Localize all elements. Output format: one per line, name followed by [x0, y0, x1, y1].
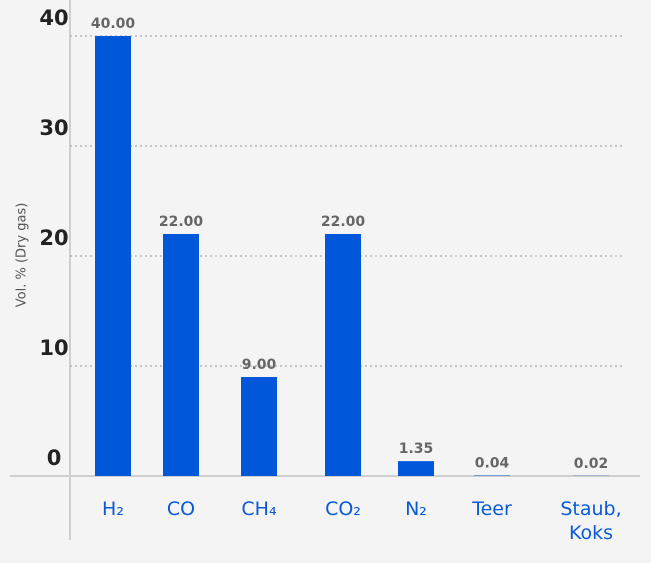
x-tick-label: H₂	[102, 498, 124, 520]
x-tick-label: CH₄	[241, 498, 277, 520]
bar	[163, 234, 199, 476]
y-axis-label: Vol. % (Dry gas)	[15, 203, 30, 308]
value-label: 9.00	[242, 357, 277, 373]
value-label: 0.02	[574, 456, 609, 472]
x-tick-label: Staub, Koks	[560, 498, 622, 544]
bar	[95, 36, 131, 476]
bar	[398, 461, 434, 476]
value-label: 1.35	[399, 441, 434, 457]
value-label: 22.00	[159, 214, 204, 230]
y-tick-label: 0	[47, 446, 62, 470]
x-tick-label: CO	[166, 498, 196, 520]
x-tick-label: Teer	[472, 498, 512, 520]
x-tick-label: N₂	[405, 498, 427, 520]
value-label: 40.00	[91, 16, 136, 32]
y-tick-label: 20	[39, 226, 68, 250]
y-tick-label: 30	[39, 116, 68, 140]
bar	[241, 377, 277, 476]
x-tick-label: CO₂	[325, 498, 361, 520]
value-label: 22.00	[321, 214, 366, 230]
y-tick-label: 40	[39, 6, 68, 30]
value-label: 0.04	[475, 456, 510, 472]
bar	[325, 234, 361, 476]
y-tick-label: 10	[39, 336, 68, 360]
